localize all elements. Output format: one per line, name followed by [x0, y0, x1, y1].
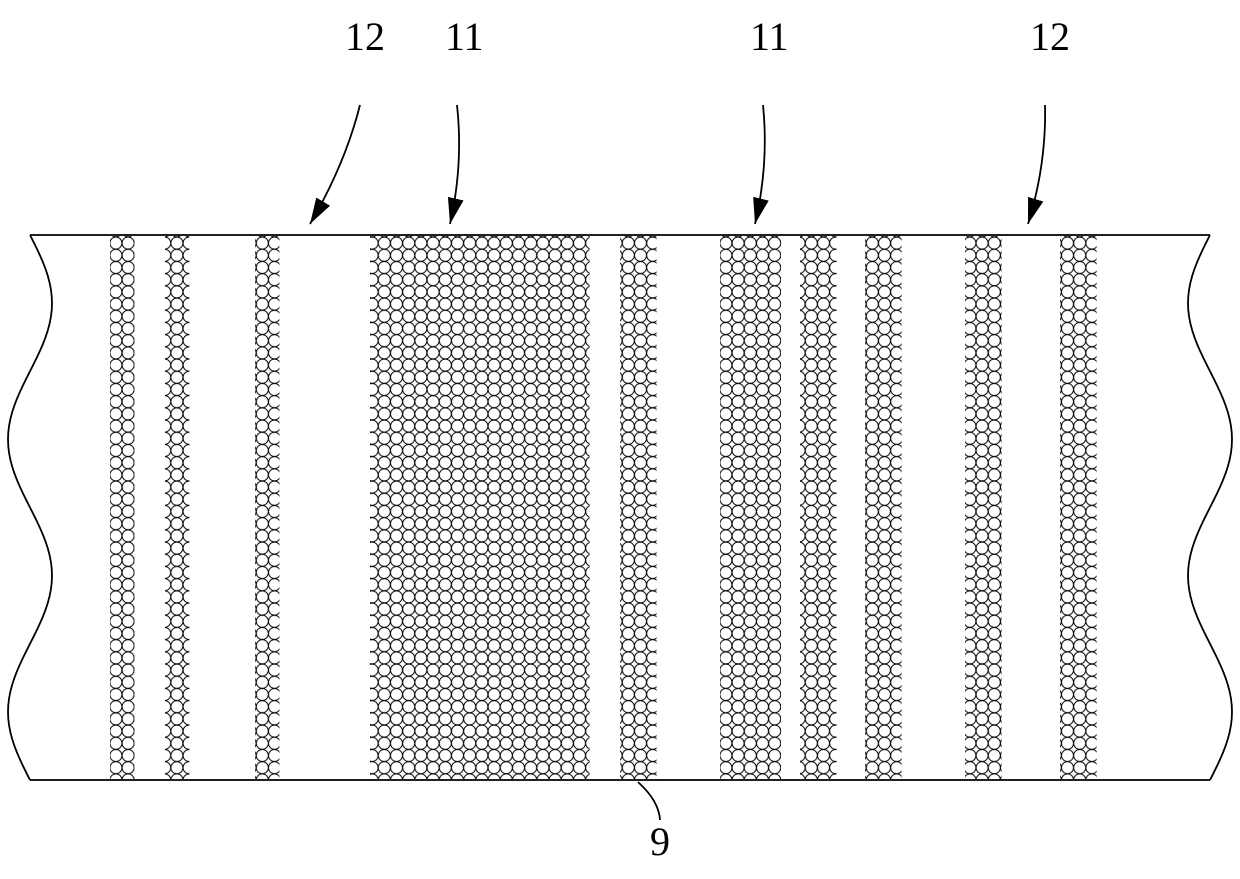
leader-line [755, 105, 765, 224]
band-8 [965, 236, 1002, 779]
band-7 [865, 236, 902, 779]
callout-11-1: 11 [445, 14, 484, 224]
callout-9-4: 9 [638, 782, 670, 864]
label-text: 12 [345, 14, 385, 59]
figure [8, 235, 1232, 780]
band-0 [110, 236, 134, 779]
band-2 [255, 236, 279, 779]
band-6 [800, 236, 837, 779]
band-3 [370, 236, 590, 779]
band-9 [1060, 236, 1097, 779]
callout-11-2: 11 [750, 14, 789, 224]
leader-line [450, 105, 459, 224]
callout-12-3: 12 [1028, 14, 1070, 224]
label-text: 11 [445, 14, 484, 59]
label-text: 9 [650, 819, 670, 864]
leader-line [1028, 105, 1045, 224]
leader-line [638, 782, 660, 820]
label-text: 11 [750, 14, 789, 59]
callout-12-0: 12 [310, 14, 385, 224]
band-4 [620, 236, 657, 779]
band-5 [720, 236, 781, 779]
band-1 [165, 236, 189, 779]
leader-line [310, 105, 360, 224]
label-text: 12 [1030, 14, 1070, 59]
